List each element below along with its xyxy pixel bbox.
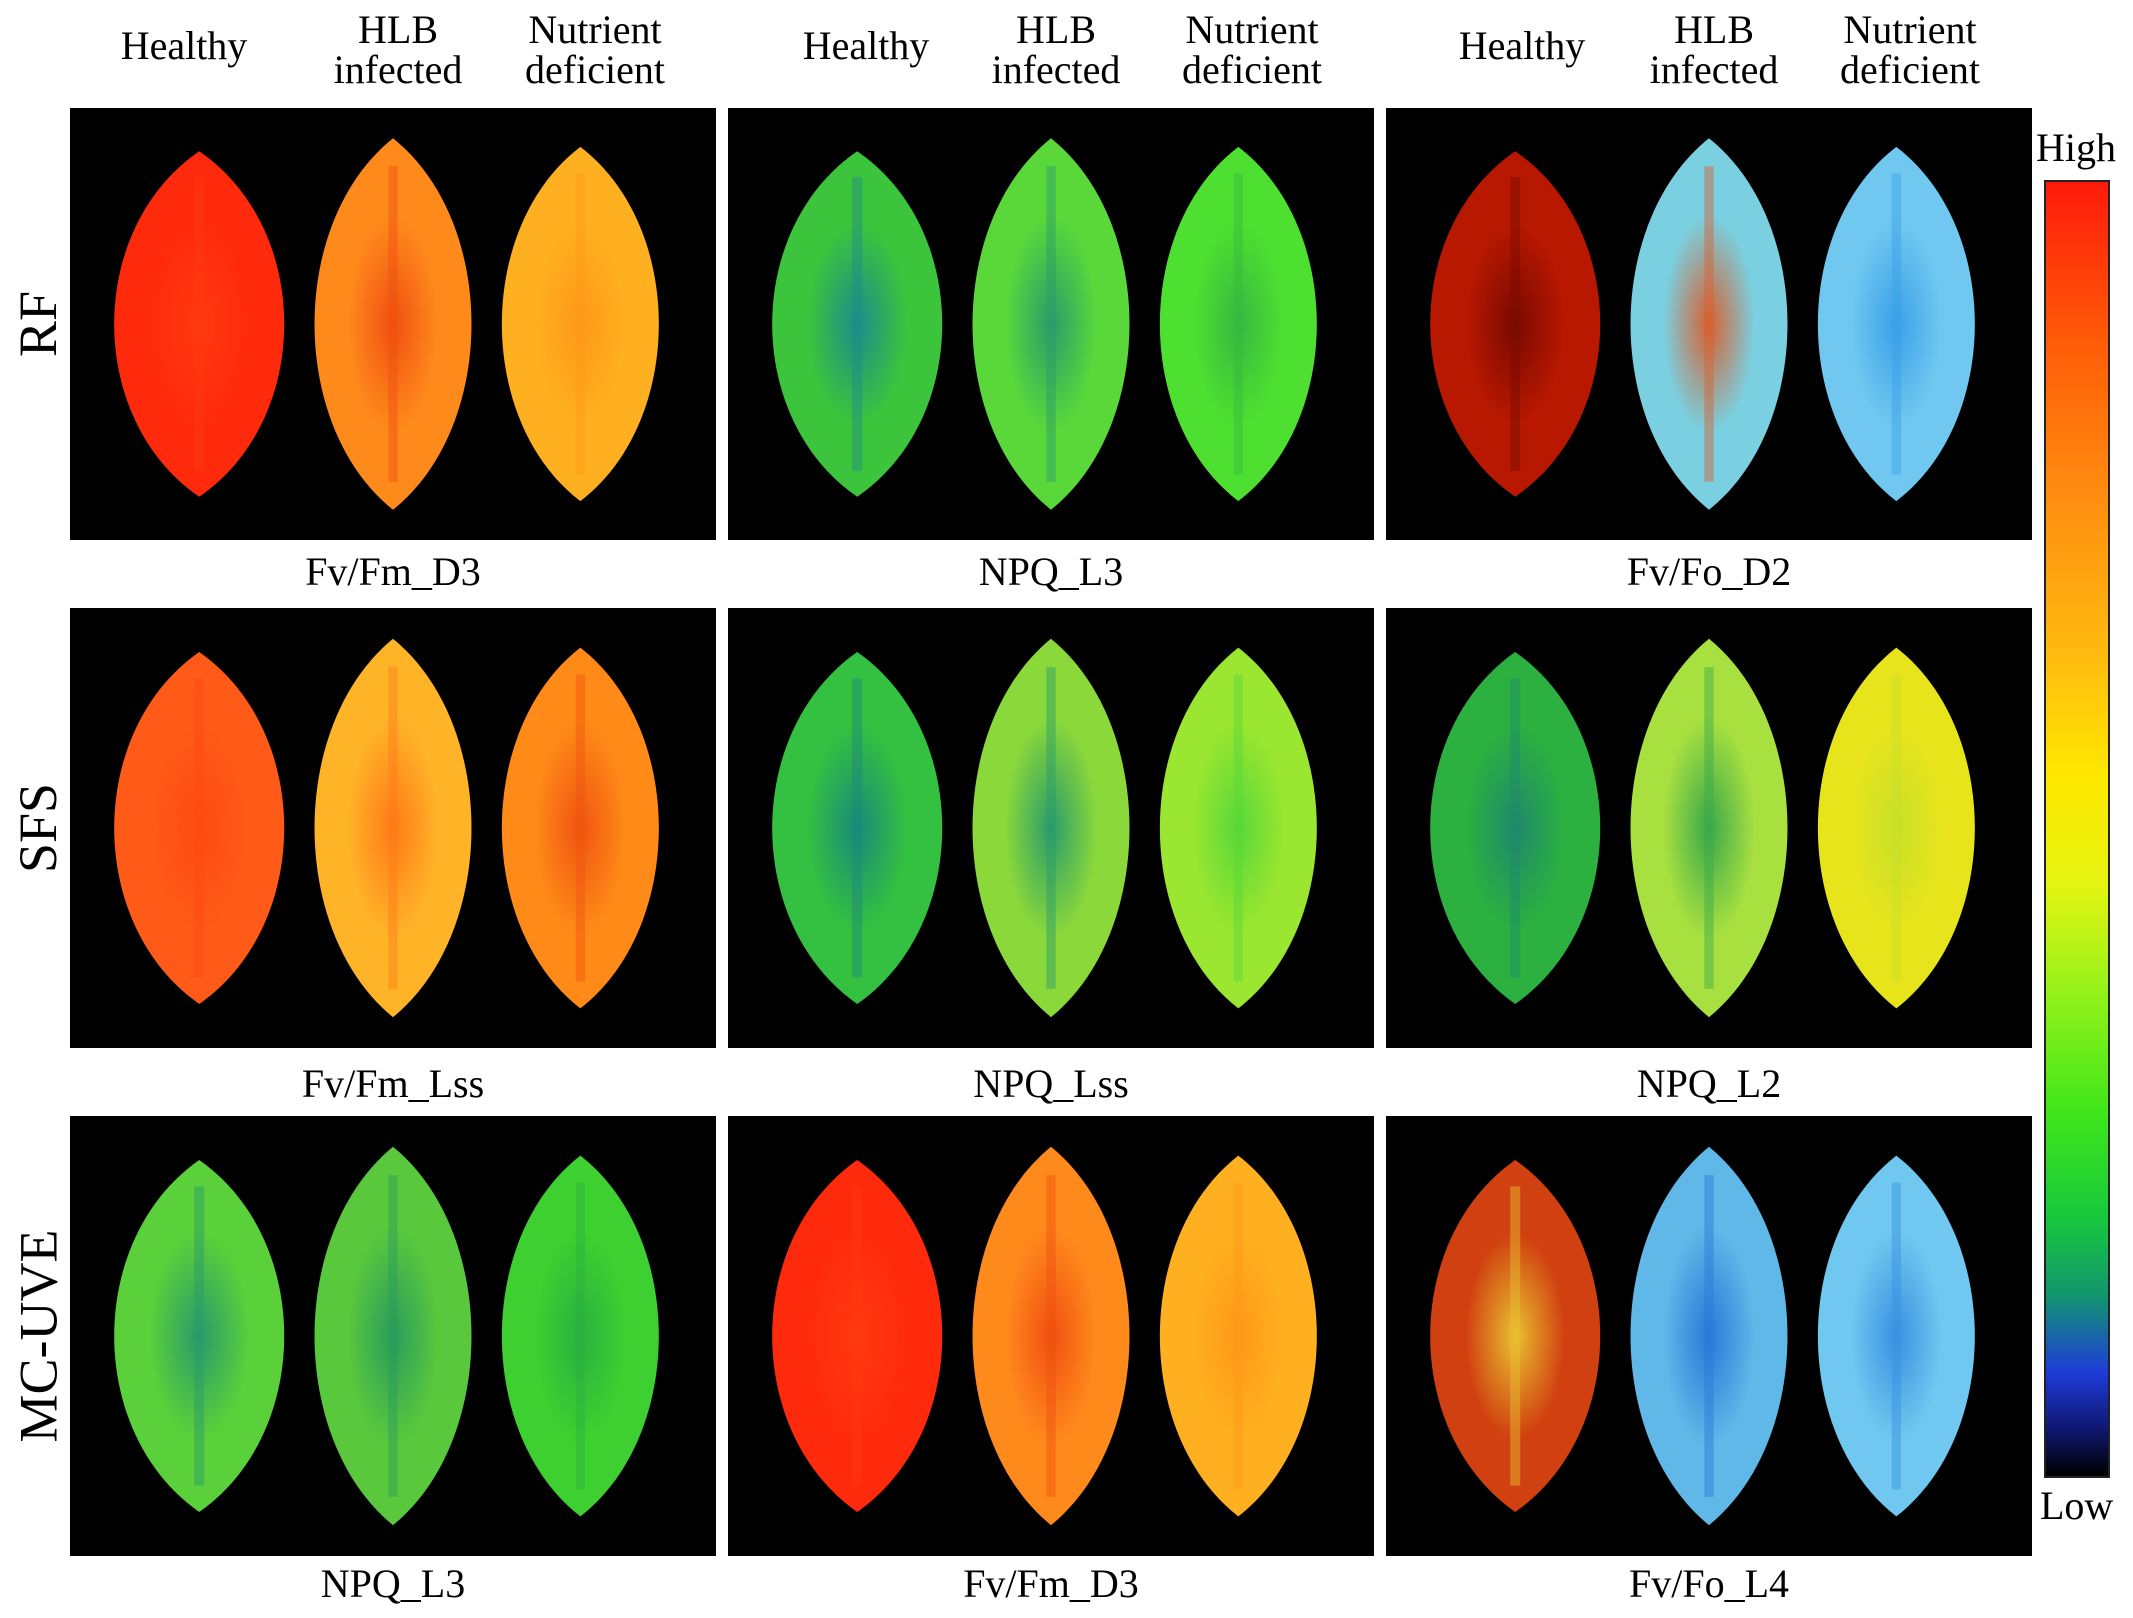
panel-mc-uve-3 <box>1386 1116 2032 1556</box>
panel-sfs-2 <box>728 608 1374 1048</box>
leaf-healthy <box>114 1160 285 1512</box>
colorbar-low-label: Low <box>2040 1483 2114 1528</box>
leaf-hlb-infected <box>314 1146 472 1526</box>
row-label-text: MC-UVE <box>8 1229 68 1443</box>
col-header-line: infected <box>1649 47 1779 92</box>
col-header-healthy: Healthy <box>802 23 930 68</box>
leaf-healthy <box>114 151 285 497</box>
leaf-healthy <box>1430 1160 1601 1512</box>
leaf-nutrient-deficient <box>1817 146 1975 502</box>
leaf-hlb-infected <box>972 1146 1130 1526</box>
col-header-line: HLB <box>358 7 438 52</box>
panel-rf-3 <box>1386 108 2032 540</box>
caption-sfs-3: NPQ_L2 <box>1636 1061 1782 1106</box>
row-label-mc-uve: MC-UVE <box>8 1116 68 1556</box>
col-header-line: deficient <box>1182 47 1322 92</box>
leaf-nutrient-deficient <box>1159 146 1317 502</box>
col-header-line: Nutrient <box>528 7 662 52</box>
leaf-healthy <box>772 151 943 497</box>
col-header-nutrient-deficient: Nutrient deficient <box>1820 10 2000 90</box>
row-label-text: SFS <box>8 782 69 874</box>
col-header-nutrient-deficient: Nutrient deficient <box>1162 10 1342 90</box>
col-header-nutrient-deficient: Nutrient deficient <box>505 10 685 90</box>
leaf-image <box>772 138 1317 510</box>
col-header-hlb-infected: HLB infected <box>1624 10 1804 90</box>
panel-rf-1 <box>70 108 716 540</box>
panel-rf-2 <box>728 108 1374 540</box>
leaf-image <box>772 1146 1317 1526</box>
panel-sfs-3 <box>1386 608 2032 1048</box>
leaf-image <box>114 1146 659 1526</box>
caption-mc-uve-1: NPQ_L3 <box>320 1561 466 1606</box>
caption-sfs-2: NPQ_Lss <box>973 1061 1129 1106</box>
leaf-hlb-infected <box>1630 1146 1788 1526</box>
caption-mc-uve-2: Fv/Fm_D3 <box>963 1561 1139 1606</box>
col-header-line: infected <box>333 47 463 92</box>
leaf-hlb-infected <box>1630 638 1788 1018</box>
caption-rf-2: NPQ_L3 <box>978 549 1124 594</box>
col-header-healthy: Healthy <box>120 23 248 68</box>
leaf-healthy <box>772 652 943 1004</box>
leaf-healthy <box>1430 151 1601 497</box>
caption-sfs-1: Fv/Fm_Lss <box>301 1061 485 1106</box>
caption-rf-3: Fv/Fo_D2 <box>1626 549 1792 594</box>
panel-sfs-1 <box>70 608 716 1048</box>
col-header-line: deficient <box>525 47 665 92</box>
row-label-rf: RF <box>8 108 68 540</box>
caption-mc-uve-3: Fv/Fo_L4 <box>1628 1561 1790 1606</box>
leaf-nutrient-deficient <box>1817 647 1975 1009</box>
leaf-nutrient-deficient <box>1159 647 1317 1009</box>
leaf-nutrient-deficient <box>1817 1155 1975 1517</box>
col-header-hlb-infected: HLB infected <box>308 10 488 90</box>
leaf-image <box>1430 1146 1975 1526</box>
colorbar-high-label: High <box>2036 125 2116 170</box>
leaf-image <box>1430 638 1975 1018</box>
leaf-healthy <box>114 652 285 1004</box>
col-header-line: HLB <box>1674 7 1754 52</box>
leaf-nutrient-deficient <box>1159 1155 1317 1517</box>
leaf-hlb-infected <box>972 638 1130 1018</box>
colorbar <box>2044 180 2110 1478</box>
leaf-hlb-infected <box>972 138 1130 510</box>
col-header-hlb-infected: HLB infected <box>966 10 1146 90</box>
leaf-image <box>772 638 1317 1018</box>
col-header-line: HLB <box>1016 7 1096 52</box>
leaf-nutrient-deficient <box>501 146 659 502</box>
leaf-hlb-infected <box>1630 138 1788 510</box>
col-header-line: Nutrient <box>1843 7 1977 52</box>
leaf-hlb-infected <box>314 138 472 510</box>
leaf-hlb-infected <box>314 638 472 1018</box>
panel-mc-uve-1 <box>70 1116 716 1556</box>
col-header-line: infected <box>991 47 1121 92</box>
leaf-image <box>114 638 659 1018</box>
row-label-sfs: SFS <box>8 608 68 1048</box>
leaf-nutrient-deficient <box>501 1155 659 1517</box>
leaf-image <box>114 138 659 510</box>
leaf-image <box>1430 138 1975 510</box>
caption-rf-1: Fv/Fm_D3 <box>305 549 481 594</box>
leaf-healthy <box>1430 652 1601 1004</box>
row-label-text: RF <box>8 290 68 358</box>
panel-mc-uve-2 <box>728 1116 1374 1556</box>
col-header-healthy: Healthy <box>1458 23 1586 68</box>
col-header-line: Nutrient <box>1185 7 1319 52</box>
leaf-nutrient-deficient <box>501 647 659 1009</box>
col-header-line: deficient <box>1840 47 1980 92</box>
leaf-healthy <box>772 1160 943 1512</box>
